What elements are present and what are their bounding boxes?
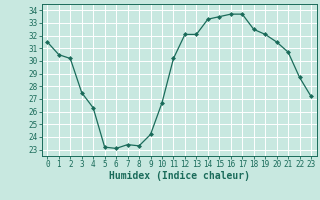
X-axis label: Humidex (Indice chaleur): Humidex (Indice chaleur) bbox=[109, 171, 250, 181]
